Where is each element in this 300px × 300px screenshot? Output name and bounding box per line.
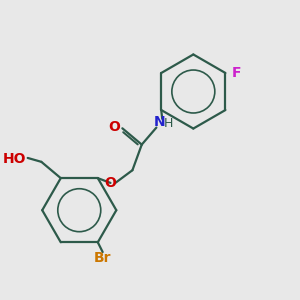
Text: O: O <box>109 120 121 134</box>
Text: N: N <box>154 115 165 129</box>
Text: F: F <box>232 66 242 80</box>
Text: HO: HO <box>2 152 26 166</box>
Text: O: O <box>104 176 116 190</box>
Text: Br: Br <box>94 251 111 265</box>
Text: H: H <box>164 117 173 130</box>
